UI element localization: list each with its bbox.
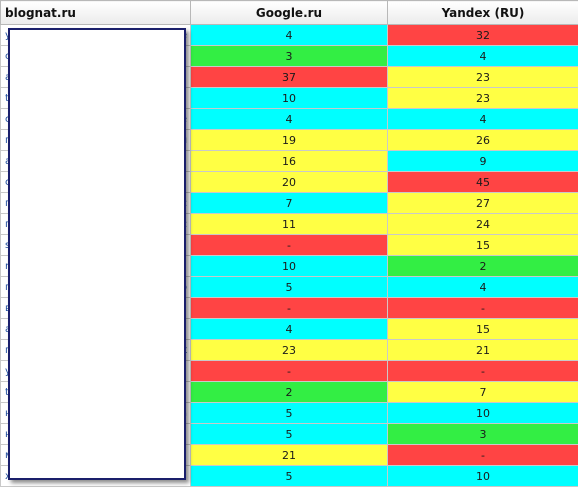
- yandex-rank-cell: 21: [387, 339, 578, 361]
- google-rank-cell: 16: [190, 150, 388, 172]
- yandex-rank-cell: 32: [387, 24, 578, 46]
- yandex-rank-cell: 23: [387, 87, 578, 109]
- google-rank-cell: 5: [190, 465, 388, 487]
- keyword-text: x: [5, 471, 11, 482]
- yandex-rank-cell: 4: [387, 108, 578, 130]
- yandex-rank-cell: 2: [387, 255, 578, 277]
- google-rank-cell: 5: [190, 423, 388, 445]
- column-header-yandex[interactable]: Yandex (RU): [387, 0, 578, 25]
- yandex-rank-cell: 3: [387, 423, 578, 445]
- google-rank-cell: 4: [190, 24, 388, 46]
- google-rank-cell: 7: [190, 192, 388, 214]
- keyword-text: t: [5, 92, 9, 104]
- yandex-rank-cell: 15: [387, 234, 578, 256]
- google-rank-cell: 11: [190, 213, 388, 235]
- google-rank-cell: -: [190, 297, 388, 319]
- google-rank-cell: 20: [190, 171, 388, 193]
- keyword-text: y: [5, 366, 11, 377]
- yandex-rank-cell: 10: [387, 402, 578, 424]
- google-rank-cell: -: [190, 234, 388, 256]
- google-rank-cell: 23: [190, 339, 388, 361]
- google-rank-cell: 2: [190, 381, 388, 403]
- yandex-rank-cell: 27: [387, 192, 578, 214]
- google-rank-cell: 19: [190, 129, 388, 151]
- table-row[interactable]: x 510: [0, 465, 578, 487]
- keyword-text: y: [5, 30, 11, 41]
- yandex-rank-cell: 4: [387, 45, 578, 67]
- google-rank-cell: 21: [190, 444, 388, 466]
- google-rank-cell: 10: [190, 255, 388, 277]
- yandex-rank-cell: -: [387, 444, 578, 466]
- google-rank-cell: 4: [190, 318, 388, 340]
- yandex-rank-cell: 45: [387, 171, 578, 193]
- keyword-text: c: [5, 114, 11, 125]
- yandex-rank-cell: 7: [387, 381, 578, 403]
- keyword-text: c: [5, 177, 11, 188]
- keyword-text: s: [5, 240, 10, 251]
- keyword-text: в: [5, 303, 11, 314]
- google-rank-cell: 3: [190, 45, 388, 67]
- keyword-text: t: [5, 386, 9, 398]
- yandex-rank-cell: 15: [387, 318, 578, 340]
- yandex-rank-cell: 24: [387, 213, 578, 235]
- yandex-rank-cell: 10: [387, 465, 578, 487]
- table-header-row: blognat.ru Google.ru Yandex (RU): [0, 0, 578, 25]
- google-rank-cell: -: [190, 360, 388, 382]
- keyword-popup-panel[interactable]: [8, 28, 186, 480]
- google-rank-cell: 10: [190, 87, 388, 109]
- column-header-google[interactable]: Google.ru: [190, 0, 388, 25]
- yandex-rank-cell: -: [387, 360, 578, 382]
- yandex-rank-cell: -: [387, 297, 578, 319]
- yandex-rank-cell: 4: [387, 276, 578, 298]
- google-rank-cell: 37: [190, 66, 388, 88]
- keyword-text: c: [5, 51, 11, 62]
- yandex-rank-cell: 26: [387, 129, 578, 151]
- yandex-rank-cell: 23: [387, 66, 578, 88]
- google-rank-cell: 5: [190, 276, 388, 298]
- google-rank-cell: 4: [190, 108, 388, 130]
- column-header-site[interactable]: blognat.ru: [0, 0, 191, 25]
- google-rank-cell: 5: [190, 402, 388, 424]
- yandex-rank-cell: 9: [387, 150, 578, 172]
